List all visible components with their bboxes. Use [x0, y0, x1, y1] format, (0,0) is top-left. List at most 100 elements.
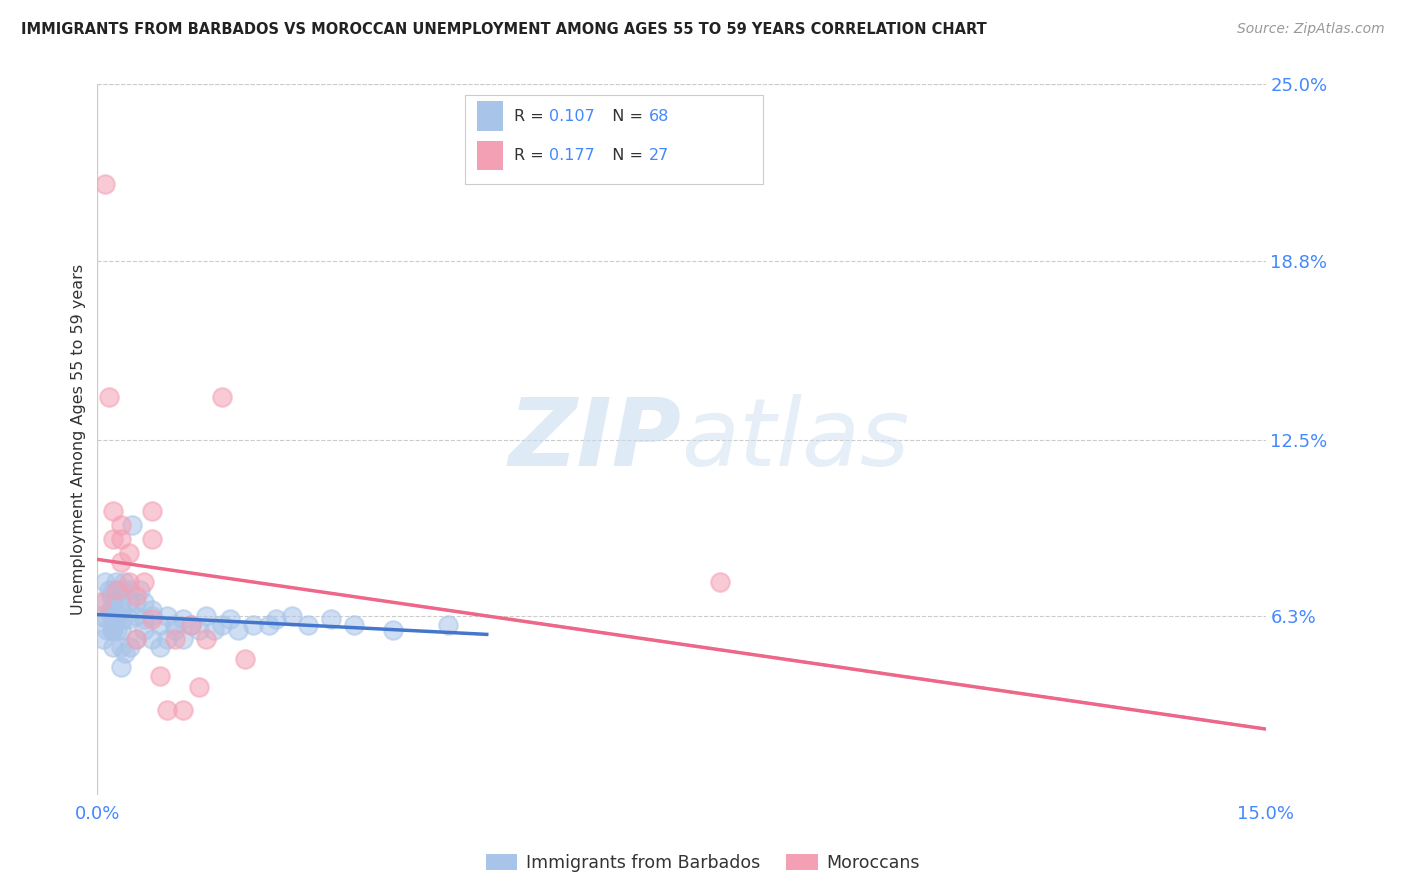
Point — [110, 660, 132, 674]
Point — [125, 632, 148, 646]
Point — [117, 574, 139, 589]
Point — [101, 640, 124, 655]
Point — [125, 609, 148, 624]
Point — [96, 624, 118, 638]
Point — [141, 609, 163, 624]
Point — [141, 603, 163, 617]
Text: 0.107: 0.107 — [550, 109, 595, 124]
Point — [319, 612, 342, 626]
Point — [149, 668, 172, 682]
Point — [195, 609, 218, 624]
Point — [110, 603, 132, 617]
Point — [94, 595, 117, 609]
Point — [101, 533, 124, 547]
Point — [125, 632, 148, 646]
Point — [180, 617, 202, 632]
Point — [101, 583, 124, 598]
Point — [101, 603, 124, 617]
Point — [297, 617, 319, 632]
Point — [165, 632, 187, 646]
Point — [110, 640, 132, 655]
Point — [125, 595, 148, 609]
Point — [187, 624, 209, 638]
Text: 68: 68 — [648, 109, 669, 124]
Point — [211, 390, 233, 404]
Point — [110, 518, 132, 533]
Point — [125, 589, 148, 603]
Point — [111, 595, 134, 609]
Text: 0.177: 0.177 — [550, 148, 595, 163]
Point — [117, 612, 139, 626]
Point — [180, 617, 202, 632]
Text: N =: N = — [602, 148, 648, 163]
Point — [141, 533, 163, 547]
Point — [129, 583, 152, 598]
Point — [110, 624, 132, 638]
Point — [202, 624, 225, 638]
Point — [105, 583, 128, 598]
Point — [91, 632, 114, 646]
Point — [94, 177, 117, 191]
Point — [141, 612, 163, 626]
Point — [172, 632, 194, 646]
Point — [120, 640, 142, 655]
Point — [141, 632, 163, 646]
Point — [121, 518, 143, 533]
Point — [112, 612, 135, 626]
Point — [242, 617, 264, 632]
Point — [233, 651, 256, 665]
Point — [103, 595, 125, 609]
Text: N =: N = — [602, 109, 648, 124]
Text: R =: R = — [515, 148, 550, 163]
Point — [709, 574, 731, 589]
Point — [94, 574, 117, 589]
Point — [132, 624, 155, 638]
Text: 27: 27 — [648, 148, 669, 163]
Point — [165, 617, 187, 632]
Point — [437, 617, 460, 632]
Point — [117, 583, 139, 598]
Point — [132, 612, 155, 626]
Point — [117, 546, 139, 560]
Point — [156, 609, 179, 624]
Point — [104, 612, 127, 626]
Point — [96, 612, 118, 626]
FancyBboxPatch shape — [477, 102, 503, 131]
Point — [156, 632, 179, 646]
Y-axis label: Unemployment Among Ages 55 to 59 years: Unemployment Among Ages 55 to 59 years — [72, 264, 86, 615]
Point — [343, 617, 366, 632]
Point — [172, 612, 194, 626]
Point — [101, 624, 124, 638]
Point — [110, 555, 132, 569]
Point — [149, 640, 172, 655]
Point — [211, 617, 233, 632]
Point — [266, 612, 288, 626]
Text: Source: ZipAtlas.com: Source: ZipAtlas.com — [1237, 22, 1385, 37]
Point — [172, 703, 194, 717]
Text: ZIP: ZIP — [509, 393, 682, 486]
Point — [218, 612, 240, 626]
Text: R =: R = — [515, 109, 550, 124]
Point — [98, 390, 121, 404]
Point — [101, 504, 124, 518]
Point — [100, 589, 122, 603]
Point — [105, 609, 128, 624]
Legend: Immigrants from Barbados, Moroccans: Immigrants from Barbados, Moroccans — [479, 847, 927, 879]
Point — [101, 624, 124, 638]
Point — [105, 574, 128, 589]
Point — [117, 595, 139, 609]
FancyBboxPatch shape — [465, 95, 763, 184]
Point — [110, 533, 132, 547]
Point — [98, 583, 121, 598]
Point — [149, 617, 172, 632]
Point — [141, 504, 163, 518]
Point — [281, 609, 304, 624]
Point — [382, 624, 405, 638]
Point — [165, 624, 187, 638]
Point — [187, 680, 209, 694]
Point — [195, 632, 218, 646]
Point — [90, 595, 112, 609]
Point — [100, 609, 122, 624]
Point — [257, 617, 280, 632]
Point — [98, 603, 121, 617]
